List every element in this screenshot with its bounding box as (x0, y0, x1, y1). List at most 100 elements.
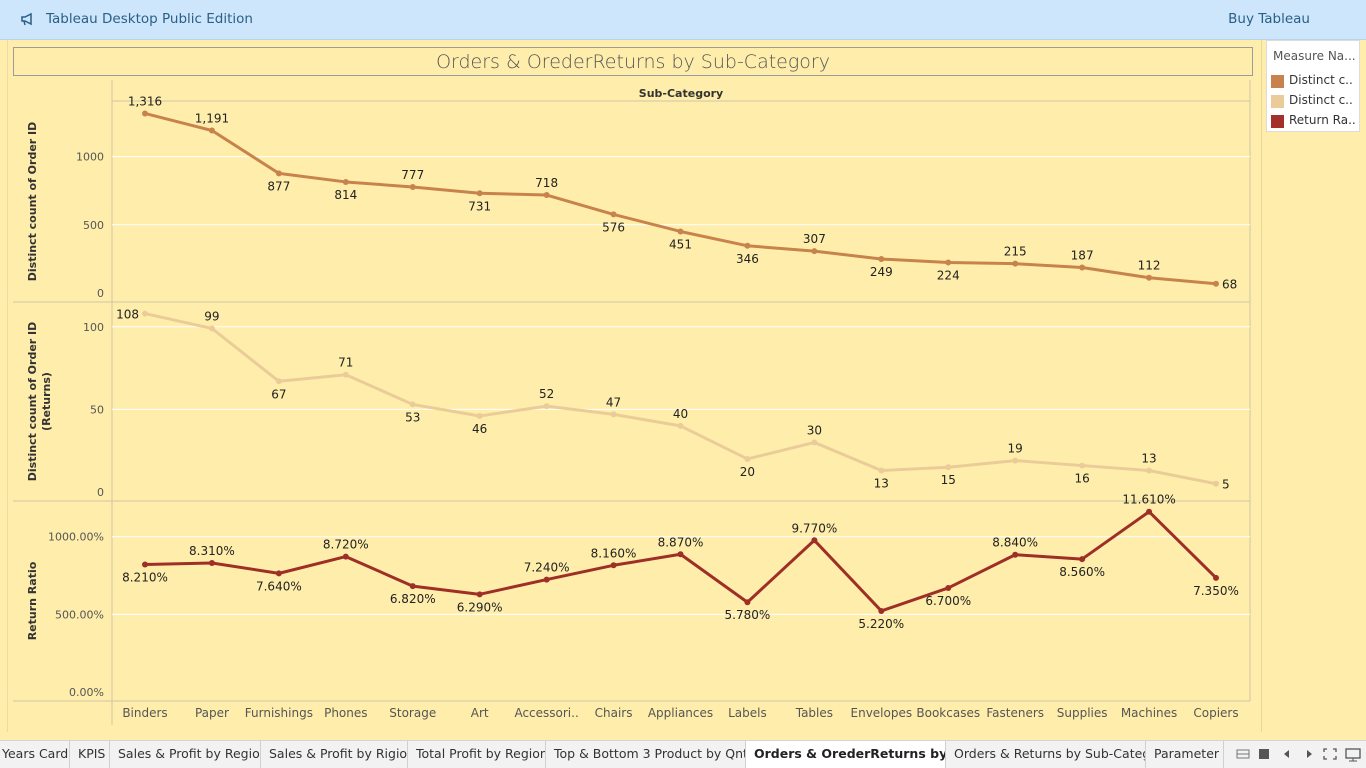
data-label: 777 (401, 168, 424, 182)
data-label: 8.840% (992, 536, 1038, 550)
data-point (610, 562, 617, 569)
data-point (1146, 467, 1153, 474)
data-label: 8.310% (189, 544, 235, 558)
data-label: 15 (941, 473, 956, 487)
series-line (144, 112, 1217, 286)
y-tick-label: 500.00% (55, 608, 104, 621)
data-label: 8.160% (591, 546, 637, 560)
x-tick-label: Binders (122, 706, 167, 720)
show-filmstrip-icon[interactable] (1236, 748, 1250, 760)
y-tick-label: 0 (97, 287, 104, 300)
data-point (208, 127, 215, 134)
data-point (1213, 574, 1219, 581)
x-tick-label: Paper (195, 706, 229, 720)
data-point (610, 211, 617, 218)
y-tick-label: 0.00% (69, 686, 104, 699)
legend-item-orders[interactable]: Distinct c.. (1271, 73, 1359, 90)
tab-parameter[interactable]: Parameter (1146, 741, 1224, 768)
data-label: 71 (338, 356, 353, 370)
tab-orders-returns-subcat[interactable]: Orders & Returns by Sub-Categ... (946, 741, 1146, 768)
legend-item-return-ratio[interactable]: Return Ra.. (1271, 113, 1359, 130)
data-label: 68 (1222, 278, 1237, 292)
x-tick-label: Furnishings (245, 706, 313, 720)
data-label: 877 (267, 179, 290, 193)
series-line (144, 510, 1218, 613)
buy-tableau-link[interactable]: Buy Tableau (1228, 11, 1310, 27)
tab-total-profit-region[interactable]: Total Profit by Region (408, 741, 546, 768)
data-point (142, 310, 148, 317)
data-point (811, 537, 818, 544)
tab-orders-orederreturns[interactable]: Orders & OrederReturns by Su... (746, 741, 946, 768)
y-tick-label: 100 (83, 321, 104, 334)
y-tick-label: 1000 (76, 151, 104, 164)
data-label: 53 (405, 410, 420, 424)
y-axis-title: Distinct count of Order ID (26, 122, 39, 282)
data-point (677, 551, 684, 558)
legend-swatch (1271, 75, 1284, 88)
data-point (1146, 508, 1153, 515)
data-point (945, 584, 952, 591)
tab-sales-profit-region[interactable]: Sales & Profit by Region (110, 741, 261, 768)
data-point (476, 190, 483, 197)
data-point (275, 378, 282, 385)
tab-years-card[interactable]: Years Card (0, 741, 70, 768)
show-tabs-icon[interactable] (1258, 748, 1270, 760)
data-label: 30 (807, 423, 822, 437)
data-point (744, 242, 751, 249)
y-tick-label: 50 (90, 403, 104, 416)
tab-top-bottom-3[interactable]: Top & Bottom 3 Product by Qnty (546, 741, 746, 768)
y-tick-label: 1000.00% (48, 531, 104, 544)
data-point (1146, 274, 1153, 281)
data-label: 6.290% (457, 600, 503, 614)
tab-kpis[interactable]: KPIS (70, 741, 110, 768)
data-point (342, 553, 349, 560)
data-point (1079, 264, 1086, 271)
x-tick-label: Labels (728, 706, 767, 720)
data-label: 6.700% (925, 594, 971, 608)
x-tick-label: Copiers (1193, 706, 1238, 720)
data-label: 8.560% (1059, 565, 1105, 579)
legend-label: Distinct c.. (1289, 93, 1353, 107)
x-tick-label: Supplies (1057, 706, 1108, 720)
x-tick-label: Art (471, 706, 489, 720)
dashboard-area (7, 40, 1262, 732)
legend-item-returns[interactable]: Distinct c.. (1271, 93, 1359, 110)
data-point (476, 413, 483, 419)
x-tick-label: Storage (389, 706, 436, 720)
data-label: 8.870% (658, 535, 704, 549)
data-label: 7.240% (524, 561, 570, 575)
data-point (744, 599, 751, 606)
app-title: Tableau Desktop Public Edition (46, 11, 253, 27)
data-point (476, 591, 483, 598)
data-point (610, 411, 617, 418)
next-sheet-icon[interactable] (1304, 748, 1314, 760)
fit-icon[interactable] (1323, 748, 1337, 760)
chart-title: Orders & OrederReturns by Sub-Category (13, 47, 1253, 76)
data-label: 576 (602, 220, 625, 234)
tab-sales-profit-rigion[interactable]: Sales & Profit by Rigion (261, 741, 408, 768)
x-tick-label: Phones (324, 706, 367, 720)
data-point (342, 178, 349, 185)
prev-sheet-icon[interactable] (1282, 748, 1292, 760)
data-point (142, 561, 148, 568)
data-label: 46 (472, 422, 487, 436)
data-label: 8.720% (323, 538, 369, 552)
data-point (142, 110, 148, 117)
app-title-area: Tableau Desktop Public Edition (20, 11, 253, 27)
data-point (409, 183, 416, 190)
legend-swatch (1271, 115, 1284, 128)
data-label: 187 (1071, 248, 1094, 262)
data-label: 215 (1004, 245, 1027, 259)
data-point (409, 401, 416, 408)
data-label: 814 (334, 188, 357, 202)
data-point (945, 464, 952, 471)
presentation-icon[interactable] (1345, 748, 1361, 762)
data-point (945, 259, 952, 266)
data-label: 5 (1222, 478, 1230, 492)
data-label: 20 (740, 465, 755, 479)
series-line (144, 312, 1217, 486)
y-tick-label: 500 (83, 219, 104, 232)
data-label: 112 (1138, 259, 1161, 273)
data-label: 1,316 (128, 94, 162, 108)
